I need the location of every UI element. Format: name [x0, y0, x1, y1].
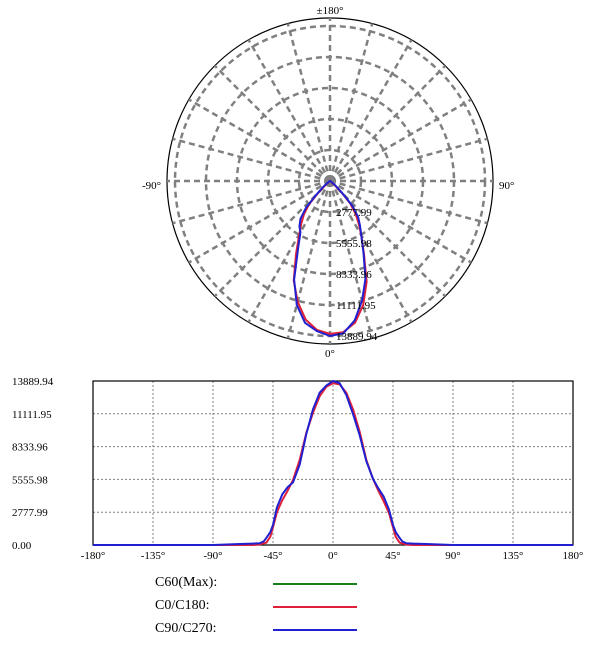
- line-x-tick-label: 0°: [328, 550, 338, 562]
- polar-grid-spoke: [172, 137, 331, 183]
- polar-grid-spoke: [328, 39, 413, 182]
- line-x-tick-label: 135°: [503, 550, 524, 562]
- line-x-tick-label: 90°: [445, 550, 460, 562]
- polar-series-c90-c270: [293, 180, 367, 337]
- polar-grid-spoke: [329, 180, 447, 298]
- line-series-c0-c180: [93, 382, 573, 546]
- polar-grid-spoke: [329, 179, 488, 225]
- polar-grid-spoke: [329, 179, 472, 264]
- polar-grid-spoke: [329, 64, 447, 182]
- legend-swatch-c90-c270: [273, 629, 357, 631]
- line-x-tick-label: 180°: [563, 550, 584, 562]
- polar-grid-spoke: [328, 180, 413, 323]
- legend-swatch-c0-c180: [273, 606, 357, 608]
- polar-angle-label-left: -90°: [142, 180, 161, 192]
- polar-grid-spoke: [328, 23, 374, 182]
- polar-grid-spoke: [247, 180, 332, 323]
- line-x-tick-label: -90°: [203, 550, 222, 562]
- polar-grid-spoke: [188, 98, 331, 183]
- polar-radial-tick-label: 8333.96: [336, 269, 372, 281]
- polar-radial-tick-label: 13889.94: [336, 331, 378, 343]
- linear-chart: 0.00 2777.99 5555.98 8333.96 11111.95 13889.9…: [12, 376, 583, 562]
- line-y-tick-label: 13889.94: [12, 376, 54, 388]
- line-y-tick-label: 0.00: [12, 540, 32, 552]
- line-y-tick-label: 5555.98: [12, 474, 48, 486]
- polar-angle-label-right: 90°: [499, 180, 514, 192]
- legend-swatch-c60: [273, 583, 357, 585]
- legend-label-c0-c180: C0/C180:: [155, 598, 210, 613]
- line-x-tick-label: -45°: [263, 550, 282, 562]
- polar-grid-spoke: [188, 179, 331, 264]
- polar-grid-spoke: [286, 23, 332, 182]
- polar-radial-tick-label: 5555.98: [336, 238, 372, 250]
- polar-radial-tick-label: 2777.99: [336, 207, 372, 219]
- line-y-tick-label: 11111.95: [12, 409, 52, 421]
- polar-radial-tick-label: 11111.95: [336, 300, 376, 312]
- polar-grid-spoke: [328, 180, 374, 339]
- polar-angle-label-top: ±180°: [317, 5, 344, 17]
- polar-grid-spoke: [213, 180, 331, 298]
- legend-label-c60: C60(Max):: [155, 575, 218, 590]
- polar-grid-spoke: [329, 137, 488, 183]
- polar-grid-spoke: [247, 39, 332, 182]
- line-y-tick-label: 8333.96: [12, 442, 48, 454]
- polar-grid-spoke: [172, 179, 331, 225]
- line-x-tick-label: 45°: [385, 550, 400, 562]
- legend-label-c90-c270: C90/C270:: [155, 621, 217, 636]
- line-x-tick-label: -180°: [81, 550, 106, 562]
- line-y-tick-label: 2777.99: [12, 507, 48, 519]
- polar-grid-spoke: [286, 180, 332, 339]
- polar-chart: ±180° -90° 90° 0° 2777.99 5555.98 8333.96 11111…: [142, 5, 514, 360]
- polar-grid-spoke: [329, 98, 472, 183]
- line-series-c90-c270: [93, 380, 573, 546]
- polar-angle-label-bottom: 0°: [325, 348, 335, 360]
- polar-grid-spoke: [213, 64, 331, 182]
- line-x-tick-label: -135°: [141, 550, 166, 562]
